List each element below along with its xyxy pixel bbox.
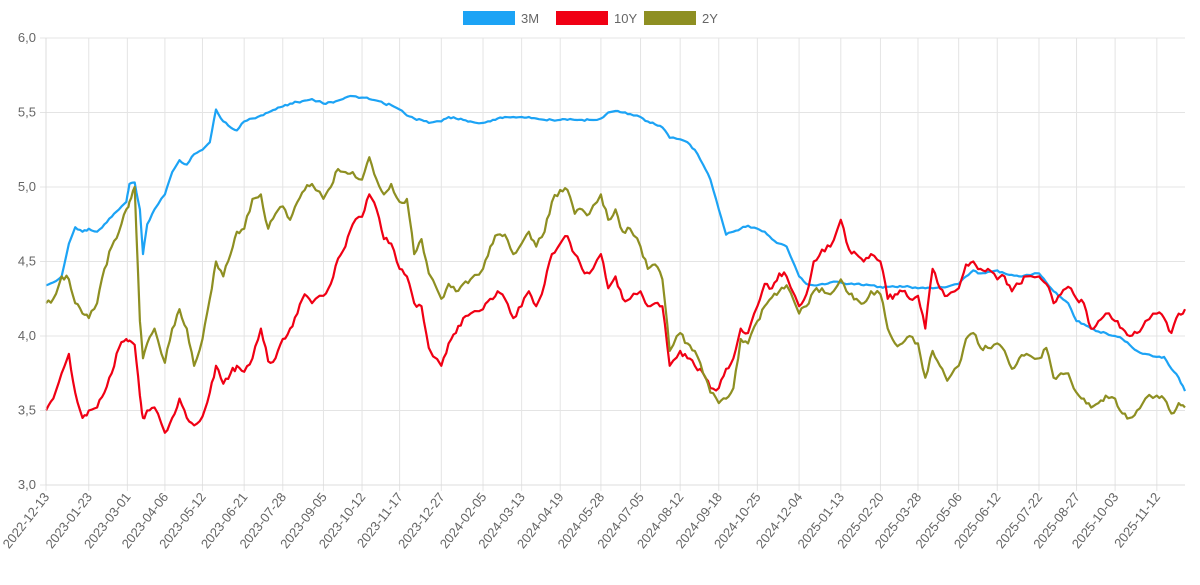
series-line-2y xyxy=(45,156,1186,420)
legend-label: 10Y xyxy=(614,11,637,26)
legend-label: 2Y xyxy=(702,11,718,26)
y-tick-label: 3,5 xyxy=(18,403,36,418)
legend-item-2y[interactable]: 2Y xyxy=(644,11,718,26)
y-tick-label: 5,5 xyxy=(18,105,36,120)
legend[interactable]: 3M 10Y 2Y xyxy=(463,11,718,26)
legend-swatch xyxy=(463,11,515,25)
y-tick-label: 4,5 xyxy=(18,254,36,269)
legend-swatch xyxy=(556,11,608,25)
y-axis: 3,0 3,5 4,0 4,5 5,0 5,5 6,0 xyxy=(18,30,47,492)
y-tick-label: 6,0 xyxy=(18,30,36,45)
grid xyxy=(45,37,1185,486)
legend-item-10y[interactable]: 10Y xyxy=(556,11,637,26)
series-line-10y xyxy=(45,193,1186,434)
x-axis: 2022-12-132023-01-232023-03-012023-04-06… xyxy=(0,484,1185,551)
series-line-3m xyxy=(45,94,1187,392)
series-lines xyxy=(45,94,1187,434)
y-tick-label: 4,0 xyxy=(18,328,36,343)
y-tick-label: 3,0 xyxy=(18,477,36,492)
legend-swatch xyxy=(644,11,696,25)
legend-item-3m[interactable]: 3M xyxy=(463,11,539,26)
legend-label: 3M xyxy=(521,11,539,26)
y-tick-label: 5,0 xyxy=(18,179,36,194)
